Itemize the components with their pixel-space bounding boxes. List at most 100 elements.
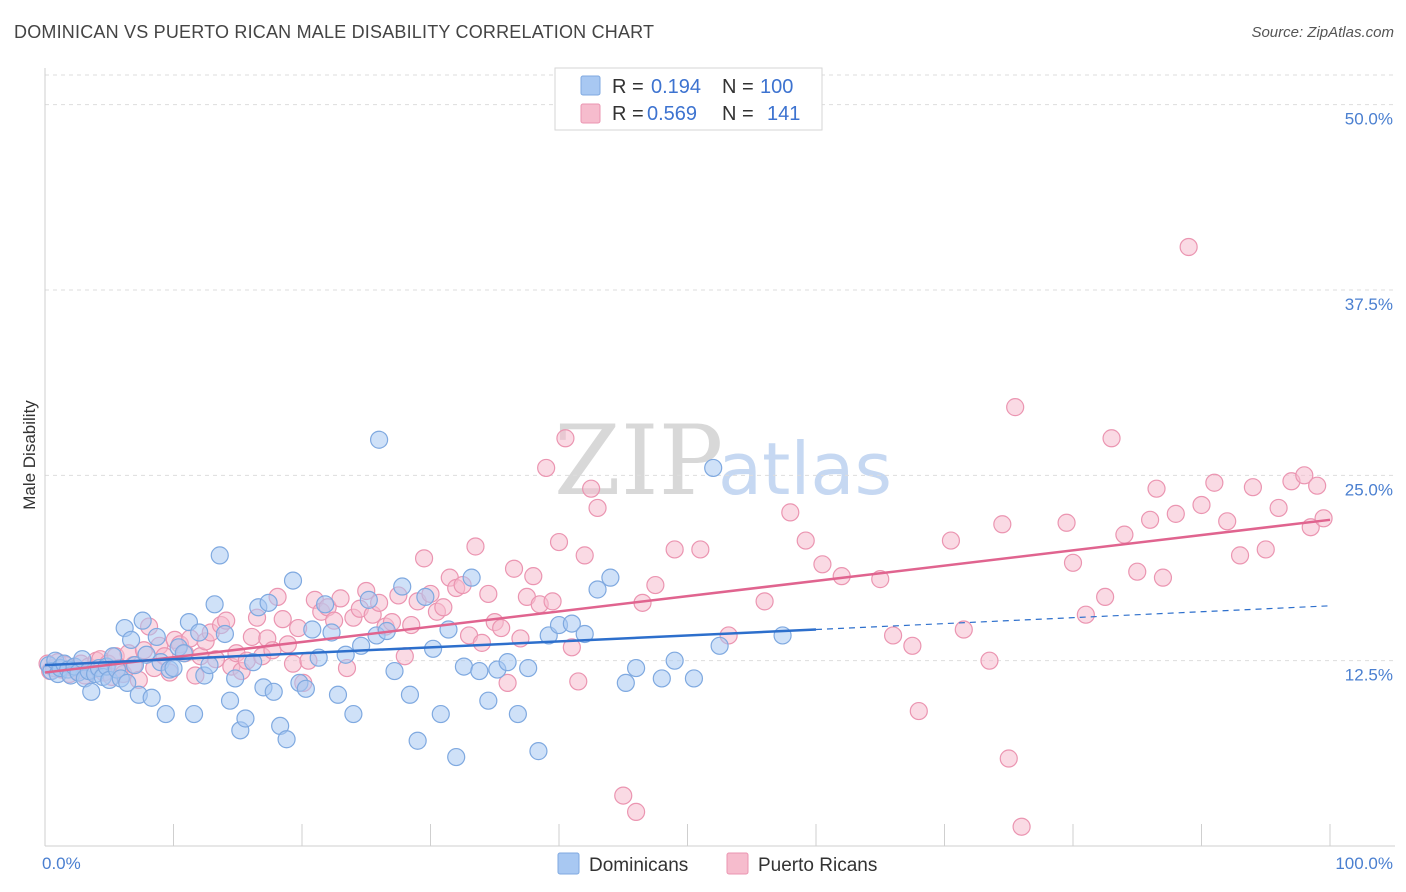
dominican-point	[283, 571, 303, 590]
dominican-point	[626, 658, 646, 678]
puerto-rican-point	[434, 598, 453, 617]
puerto-rican-point	[1128, 562, 1147, 581]
dominican-point	[264, 682, 283, 701]
y-tick-label: 25.0%	[1345, 480, 1393, 499]
dominican-point	[408, 731, 427, 750]
stats-r-value-dominicans: 0.194	[651, 76, 701, 98]
stats-n-label-2: N =	[722, 103, 754, 125]
puerto-rican-point	[479, 584, 498, 604]
legend-swatch-dominicans	[557, 852, 580, 875]
puerto-rican-point	[1256, 540, 1275, 559]
dominican-point	[652, 669, 671, 688]
puerto-rican-point	[980, 651, 999, 670]
stats-legend: R = 0.194 N = 100 R = 0.569 N = 141	[554, 67, 823, 131]
watermark-zip: ZIP	[554, 405, 723, 517]
dominican-point	[710, 636, 729, 655]
chart-title: DOMINICAN VS PUERTO RICAN MALE DISABILIT…	[14, 22, 655, 42]
puerto-rican-point	[646, 575, 665, 595]
dominican-point	[190, 623, 209, 642]
puerto-rican-point	[665, 540, 684, 559]
puerto-rican-point	[472, 633, 491, 652]
y-tick-label: 12.5%	[1345, 666, 1393, 685]
puerto-rican-point	[556, 429, 575, 448]
dominican-point	[462, 568, 481, 587]
tick-labels: 12.5% 25.0% 37.5% 50.0% 0.0% 100.0%	[42, 110, 1393, 873]
puerto-rican-point	[1295, 466, 1314, 485]
dominican-point	[562, 614, 581, 633]
dominican-point	[296, 679, 315, 698]
puerto-rican-point	[1147, 479, 1166, 498]
dominican-point	[519, 658, 538, 678]
dominican-trend-extension	[815, 605, 1331, 631]
puerto-rican-point	[781, 503, 800, 522]
series-legend: Dominicans Puerto Ricans	[557, 852, 877, 876]
dominican-point	[359, 590, 378, 609]
puerto-rican-point	[1140, 510, 1160, 529]
dominican-point	[142, 688, 161, 707]
puerto-rican-point	[242, 627, 261, 647]
puerto-rican-point	[883, 626, 903, 645]
dominican-point	[200, 656, 219, 675]
dominican-point	[220, 691, 240, 710]
puerto-rican-point	[1102, 429, 1121, 448]
puerto-rican-point	[1192, 495, 1211, 515]
dominican-point	[385, 661, 404, 681]
dominican-point	[226, 669, 245, 688]
dominican-point	[205, 595, 224, 614]
stats-r-label-2: R =	[612, 103, 644, 125]
dominican-point	[336, 645, 355, 664]
puerto-rican-point	[492, 618, 511, 638]
y-axis-title: Male Disability	[20, 400, 39, 510]
dominican-point	[393, 577, 412, 596]
puerto-rican-point	[626, 802, 646, 821]
puerto-rican-point	[1308, 476, 1327, 495]
dominican-point	[431, 704, 450, 724]
dominican-point	[498, 653, 517, 672]
puerto-rican-point	[1314, 509, 1333, 528]
puerto-rican-point	[562, 638, 581, 657]
dominican-point	[470, 661, 489, 681]
puerto-rican-point	[273, 610, 292, 629]
stats-swatch-puerto-ricans	[580, 103, 601, 124]
puerto-rican-point	[1205, 473, 1224, 492]
puerto-rican-point	[543, 592, 562, 611]
puerto-rican-point	[575, 546, 594, 565]
legend-label-dominicans: Dominicans	[589, 855, 688, 876]
puerto-rican-point	[1230, 546, 1250, 565]
dominican-point	[147, 627, 166, 647]
dominican-point	[244, 653, 263, 672]
trend-lines	[44, 518, 1331, 674]
stats-swatch-dominicans	[580, 75, 601, 96]
stats-r-label-1: R =	[612, 76, 644, 98]
dominican-point	[121, 630, 141, 650]
puerto-rican-point	[1269, 498, 1288, 518]
dominican-point	[684, 669, 704, 688]
puerto-rican-point	[466, 537, 485, 556]
puerto-rican-point	[1096, 587, 1115, 607]
dominican-point	[236, 709, 255, 728]
puerto-rican-point	[283, 654, 303, 673]
dominican-point	[447, 747, 466, 767]
dominican-point	[616, 673, 635, 693]
puerto-rican-point	[993, 515, 1012, 534]
dominican-point	[416, 587, 435, 607]
puerto-rican-point	[582, 479, 601, 498]
stats-n-value-puerto-ricans: 141	[767, 103, 800, 125]
puerto-rican-point	[1166, 504, 1185, 523]
puerto-rican-trend-line	[44, 518, 1331, 674]
puerto-rican-point	[1153, 568, 1173, 587]
puerto-rican-point	[549, 532, 569, 552]
puerto-rican-point	[999, 749, 1018, 768]
puerto-rican-point	[524, 567, 543, 586]
dominican-trend-line	[44, 628, 817, 667]
dominican-point	[665, 651, 684, 670]
puerto-rican-point	[813, 555, 832, 574]
stats-n-value-dominicans: 100	[760, 76, 793, 98]
puerto-rican-point	[909, 701, 928, 721]
puerto-rican-point	[1012, 817, 1031, 836]
legend-label-puerto-ricans: Puerto Ricans	[758, 855, 877, 876]
gridlines	[45, 74, 1395, 662]
puerto-rican-point	[395, 647, 414, 666]
puerto-rican-point	[903, 636, 922, 655]
